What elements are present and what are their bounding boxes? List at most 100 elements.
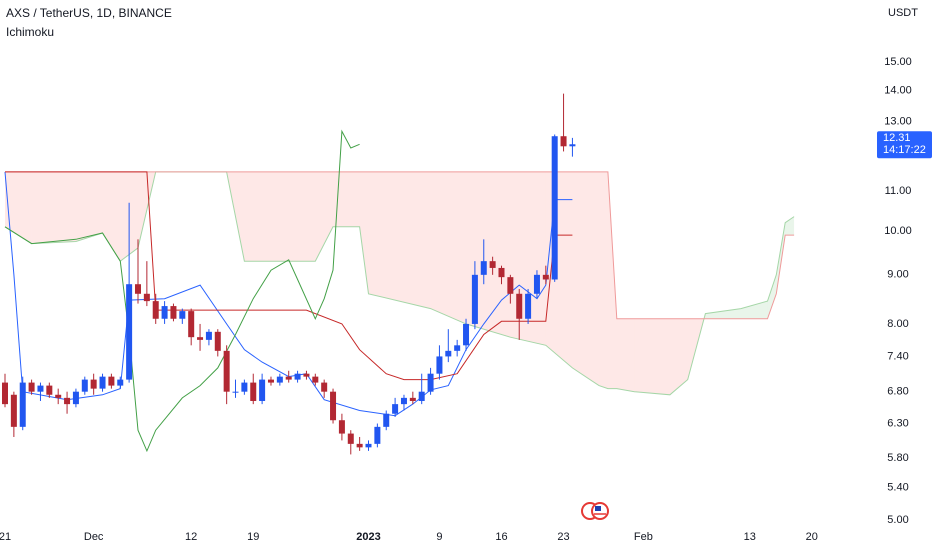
candle-body xyxy=(542,274,549,280)
candle-body xyxy=(170,306,177,319)
candle-body xyxy=(436,356,443,374)
candle-body xyxy=(392,404,399,414)
cloud-fill xyxy=(315,171,334,262)
candle-body xyxy=(2,382,8,405)
y-tick-label: 10.00 xyxy=(884,225,912,237)
cloud-fill xyxy=(244,171,316,262)
candle-body xyxy=(259,379,266,401)
cloud-layer xyxy=(4,171,795,396)
candle-body xyxy=(374,426,381,444)
cloud-fill xyxy=(368,171,431,309)
candle-body xyxy=(19,382,26,427)
x-tick-label: 23 xyxy=(557,531,569,543)
candle-body xyxy=(507,277,514,294)
axis-layer: 5.00 5.40 5.80 6.30 6.80 7.40 8.00 9.00 10.00 11.… xyxy=(0,56,932,543)
y-tick-label: 9.00 xyxy=(887,269,908,281)
candle-body xyxy=(338,420,345,434)
candle-body xyxy=(152,301,159,319)
x-tick-label: 19 xyxy=(247,531,259,543)
x-tick-label: 9 xyxy=(436,531,442,543)
price-label: 12.31 xyxy=(883,132,911,144)
candle-body xyxy=(46,385,53,395)
candle-body xyxy=(525,293,532,319)
indicator-line xyxy=(5,171,573,381)
x-tick-label: 13 xyxy=(744,531,756,543)
candle-body xyxy=(294,373,301,380)
candle-body xyxy=(117,379,124,386)
candle-body xyxy=(480,261,487,275)
cloud-fill xyxy=(75,171,103,242)
candle-body xyxy=(214,331,221,351)
candle-body xyxy=(400,397,407,405)
x-tick-label: Dec xyxy=(84,531,104,543)
candle-body xyxy=(10,394,17,427)
countdown-label: 14:17:22 xyxy=(883,144,926,156)
candle-body xyxy=(533,274,540,294)
candle-body xyxy=(90,379,97,389)
cloud-fill xyxy=(669,318,688,395)
candle-body xyxy=(64,397,71,405)
candle-body xyxy=(498,267,505,278)
candle-body xyxy=(285,376,292,380)
candle-body xyxy=(134,284,141,294)
cloud-fill xyxy=(767,274,777,319)
candle-body xyxy=(418,391,425,401)
cloud-fill xyxy=(616,318,635,392)
y-tick-label: 5.00 xyxy=(887,514,908,526)
candle-layer xyxy=(2,93,576,455)
cloud-fill xyxy=(5,171,32,244)
x-tick-label: 2023 xyxy=(356,531,380,543)
candle-body xyxy=(347,433,354,444)
candle-body xyxy=(232,391,239,393)
candle-body xyxy=(445,350,452,357)
candle-body xyxy=(312,376,319,383)
x-tick-label: Feb xyxy=(634,531,653,543)
candle-body xyxy=(356,443,363,448)
y-tick-label: 14.00 xyxy=(884,85,912,97)
candle-body xyxy=(126,284,133,380)
cloud-fill xyxy=(572,171,600,386)
cloud-fill xyxy=(359,171,369,294)
candle-body xyxy=(489,261,496,268)
candle-body xyxy=(72,391,79,405)
y-tick-label: 15.00 xyxy=(884,56,912,68)
candle-body xyxy=(330,391,337,421)
y-tick-label: 13.00 xyxy=(884,115,912,127)
candle-body xyxy=(276,376,283,383)
y-tick-label: 5.80 xyxy=(887,452,908,464)
candle-body xyxy=(205,331,212,340)
candle-body xyxy=(303,373,310,377)
candle-body xyxy=(161,306,168,319)
cloud-fill xyxy=(634,318,670,395)
candle-body xyxy=(454,345,461,351)
candle-body xyxy=(267,379,274,383)
candle-body xyxy=(560,136,567,147)
candle-body xyxy=(37,385,44,392)
y-tick-label: 5.40 xyxy=(887,482,908,494)
candle-body xyxy=(551,136,558,280)
x-tick-label: 16 xyxy=(495,531,507,543)
event-icons xyxy=(581,502,609,520)
cloud-fill xyxy=(430,171,467,324)
candle-body xyxy=(383,413,390,427)
candle-body xyxy=(197,337,204,340)
cloud-fill xyxy=(545,171,573,368)
y-tick-label: 6.30 xyxy=(887,417,908,429)
y-tick-label: 6.80 xyxy=(887,386,908,398)
price-label-box xyxy=(877,131,932,159)
candle-body xyxy=(427,373,434,392)
cloud-fill xyxy=(31,171,76,244)
cloud-fill xyxy=(607,171,617,389)
candle-body xyxy=(409,397,416,401)
candle-body xyxy=(569,144,576,147)
cloud-fill xyxy=(102,171,121,262)
x-tick-label: 20 xyxy=(806,531,818,543)
y-tick-label: 8.00 xyxy=(887,318,908,330)
cloud-fill xyxy=(333,171,360,227)
candle-body xyxy=(463,323,470,346)
y-unit: USDT xyxy=(888,7,918,19)
candle-body xyxy=(321,382,328,392)
candle-body xyxy=(28,382,35,392)
